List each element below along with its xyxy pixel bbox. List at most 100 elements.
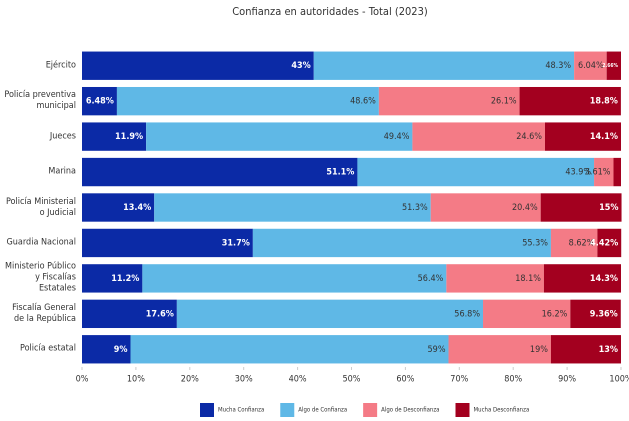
value-label: 19% [530, 345, 548, 355]
value-label: 55.3% [522, 238, 548, 248]
x-tick-label: 0% [76, 375, 89, 385]
bar-segment [82, 51, 314, 80]
value-label: 17.6% [146, 309, 174, 319]
bar-segment [430, 193, 541, 222]
bar-segment [357, 157, 595, 187]
bar-segment [550, 228, 598, 258]
bar-segment [483, 299, 571, 329]
category-label: Policía preventiva municipal [4, 90, 76, 112]
bar-segment [82, 264, 143, 293]
value-label: 18.8% [590, 97, 618, 107]
bar-segment [613, 157, 621, 187]
bar-segment [82, 335, 131, 364]
value-label: 9% [114, 345, 128, 355]
value-label: 51.3% [402, 203, 428, 213]
x-tick-label: 10% [127, 375, 145, 385]
value-label: 8.62% [569, 238, 595, 248]
bar-segment [313, 51, 575, 80]
legend-swatch [455, 403, 470, 417]
bar-segment [606, 51, 621, 80]
value-label: 9.36% [590, 309, 618, 319]
bar-segment [252, 228, 551, 258]
bar-segment [412, 122, 546, 151]
value-label: 16.2% [542, 309, 568, 319]
legend-label: Mucha Desconfianza [474, 407, 530, 414]
legend-label: Algo de Desconfianza [381, 407, 439, 414]
x-tick-label: 50% [343, 375, 361, 385]
chart-title: Confianza en autoridades - Total (2023) [232, 5, 428, 18]
value-label: 24.6% [516, 132, 542, 142]
value-label: 2.66% [602, 63, 618, 69]
value-label: 3.61% [585, 168, 611, 178]
bar-segment [116, 86, 379, 116]
category-label: Policía estatal [20, 343, 76, 354]
bar-segment [545, 122, 621, 151]
value-label: 31.7% [222, 238, 250, 248]
x-tick-label: 20% [181, 375, 199, 385]
x-tick-label: 60% [396, 375, 414, 385]
value-label: 48.6% [350, 97, 376, 107]
category-label: Jueces [49, 131, 76, 142]
bar-segment [574, 51, 607, 80]
bar-segment [82, 228, 253, 258]
bar-segment [519, 86, 621, 116]
value-label: 15% [599, 203, 618, 213]
value-label: 18.1% [515, 274, 541, 284]
x-tick-label: 30% [235, 375, 253, 385]
value-label: 49.4% [384, 132, 410, 142]
bar-segment [82, 157, 358, 187]
bar-segment [448, 335, 551, 364]
value-label: 6.48% [86, 97, 114, 107]
bar-segment [540, 193, 622, 222]
x-tick-label: 40% [289, 375, 307, 385]
bar-segment [82, 122, 147, 151]
value-label: 11.2% [111, 274, 139, 284]
value-label: 48.3% [545, 61, 571, 71]
value-label: 6.04% [578, 61, 604, 71]
x-tick-label: 100% [609, 375, 629, 385]
category-label: Ejército [45, 60, 76, 71]
bar-segment [82, 86, 117, 116]
bar-segment [130, 335, 449, 364]
bar-segment [597, 228, 622, 258]
value-label: 51.1% [326, 168, 354, 178]
bar-segment [146, 122, 413, 151]
bar-segment [378, 86, 520, 116]
x-tick-label: 90% [558, 375, 576, 385]
value-label: 14.3% [590, 274, 618, 284]
value-label: 20.4% [512, 203, 538, 213]
bar-segment [543, 264, 621, 293]
category-label: Ministerio Público y Fiscalías Estatales [5, 261, 76, 294]
value-label: 56.4% [418, 274, 444, 284]
bar-segment [154, 193, 431, 222]
value-label: 43.9% [565, 168, 591, 178]
value-label: 59% [428, 345, 446, 355]
value-label: 26.1% [491, 97, 517, 107]
legend-swatch [200, 403, 214, 417]
legend-label: Algo de Confianza [298, 407, 347, 414]
legend-label: Mucha Confianza [218, 407, 264, 414]
x-tick-label: 80% [504, 375, 522, 385]
value-label: 14.1% [590, 132, 618, 142]
value-label: 13% [599, 345, 618, 355]
category-label: Marina [48, 166, 76, 177]
bar-segment [82, 299, 177, 329]
category-label: Guardia Nacional [6, 237, 76, 248]
x-tick-label: 70% [450, 375, 468, 385]
value-label: 56.8% [454, 309, 480, 319]
bar-segment [82, 193, 155, 222]
value-label: 43% [291, 61, 310, 71]
value-label: 13.4% [123, 203, 151, 213]
legend-swatch [363, 403, 378, 417]
bar-segment [176, 299, 484, 329]
value-label: 4.42% [590, 238, 618, 248]
bar-segment [550, 335, 621, 364]
value-label: 11.9% [115, 132, 143, 142]
category-label: Policía Ministerial o Judicial [5, 196, 76, 218]
bar-segment [570, 299, 621, 329]
bar-segment [142, 264, 447, 293]
legend-swatch [280, 403, 295, 417]
category-label: Fiscalía General de la República [12, 302, 76, 324]
